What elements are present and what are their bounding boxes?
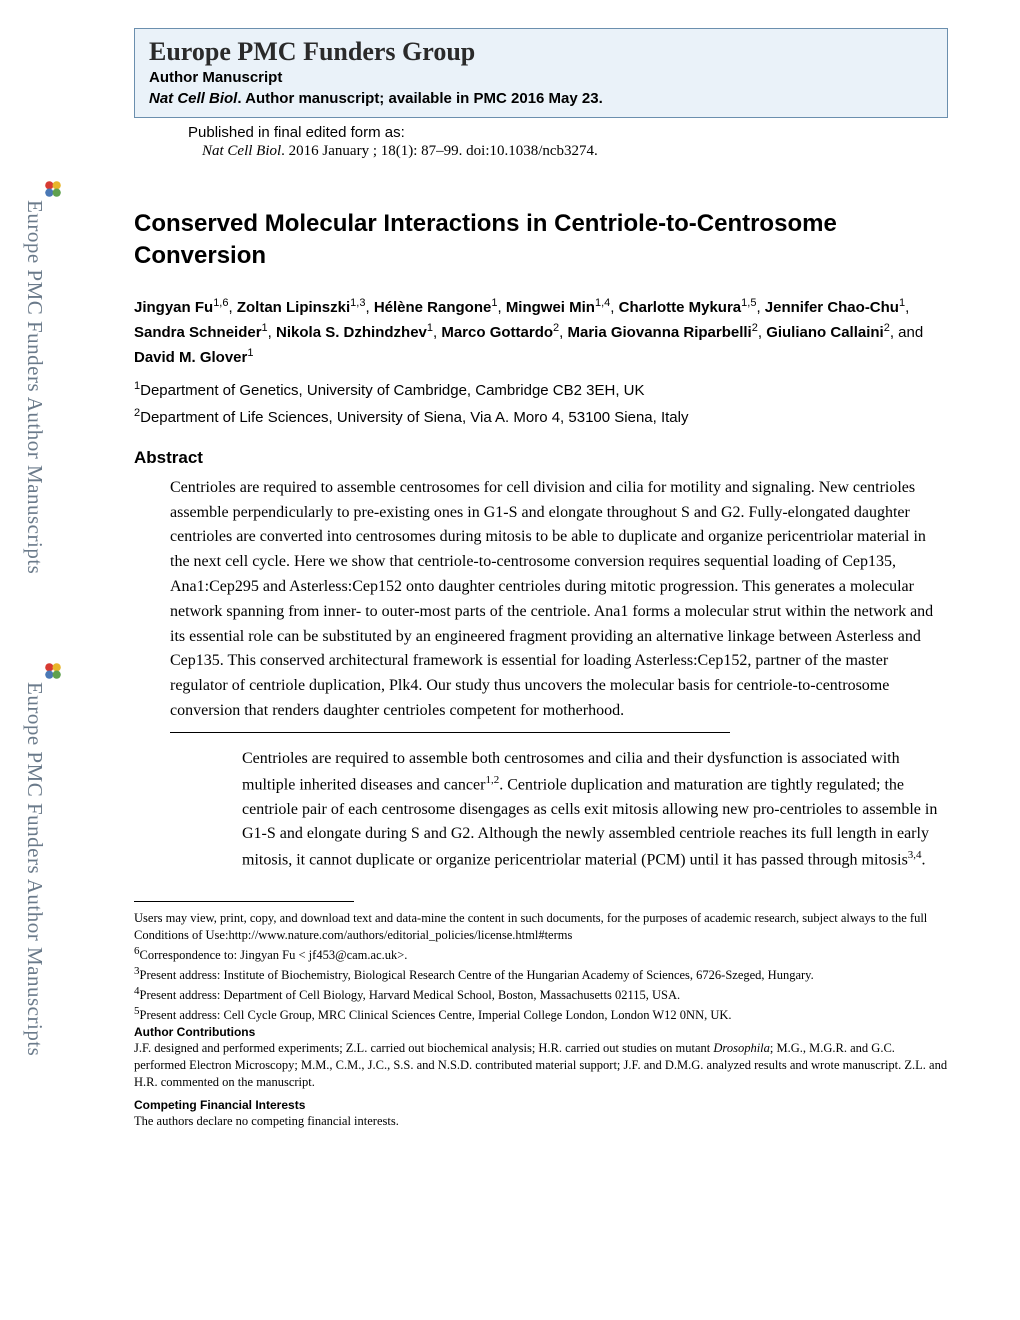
- pmc-logo-icon: [42, 178, 64, 200]
- funders-group: Europe PMC Funders Group: [149, 37, 933, 67]
- cite-rest: . 2016 January ; 18(1): 87–99. doi:10.10…: [281, 143, 598, 159]
- page: Europe PMC Funders Author Manuscripts Eu…: [0, 0, 1020, 1320]
- footnote-rule: [134, 901, 354, 902]
- published-line: Published in final edited form as:: [188, 124, 948, 141]
- competing-interests: The authors declare no competing financi…: [134, 1113, 948, 1130]
- main-content: Conserved Molecular Interactions in Cent…: [134, 208, 948, 873]
- cite-journal: Nat Cell Biol: [202, 143, 281, 159]
- watermark-text: Europe PMC Funders Author Manuscripts: [22, 200, 47, 574]
- watermark-column: Europe PMC Funders Author Manuscripts Eu…: [22, 0, 58, 1320]
- abstract-body: Centrioles are required to assemble cent…: [170, 476, 948, 724]
- present-address-3: 3Present address: Institute of Biochemis…: [134, 964, 948, 984]
- article-title: Conserved Molecular Interactions in Cent…: [134, 208, 948, 273]
- correspondence: 6Correspondence to: Jingyan Fu < jf453@c…: [134, 944, 948, 964]
- competing-interests-heading: Competing Financial Interests: [134, 1097, 948, 1113]
- journal-name: Nat Cell Biol: [149, 90, 237, 107]
- abstract-heading: Abstract: [134, 448, 948, 468]
- author-contributions-heading: Author Contributions: [134, 1024, 948, 1040]
- journal-rest: . Author manuscript; available in PMC 20…: [237, 90, 602, 107]
- authors-list: Jingyan Fu1,6, Zoltan Lipinszki1,3, Hélè…: [134, 295, 948, 370]
- journal-line: Nat Cell Biol. Author manuscript; availa…: [149, 90, 933, 107]
- watermark-text: Europe PMC Funders Author Manuscripts: [22, 682, 47, 1056]
- intro-ref: 3,4: [908, 849, 922, 861]
- header-box: Europe PMC Funders Group Author Manuscri…: [134, 28, 948, 118]
- intro-text: .: [922, 852, 926, 869]
- users-notice: Users may view, print, copy, and downloa…: [134, 910, 948, 944]
- present-address-5: 5Present address: Cell Cycle Group, MRC …: [134, 1004, 948, 1024]
- intro-ref: 1,2: [485, 774, 499, 786]
- footnotes: Users may view, print, copy, and downloa…: [134, 910, 948, 1130]
- affiliation: 1Department of Genetics, University of C…: [134, 380, 948, 399]
- author-contributions: J.F. designed and performed experiments;…: [134, 1040, 948, 1091]
- author-manuscript-label: Author Manuscript: [149, 69, 933, 86]
- affiliations: 1Department of Genetics, University of C…: [134, 380, 948, 426]
- pmc-logo-icon: [42, 660, 64, 682]
- section-divider: [170, 732, 730, 733]
- citation-line: Nat Cell Biol. 2016 January ; 18(1): 87–…: [202, 143, 948, 160]
- affiliation: 2Department of Life Sciences, University…: [134, 407, 948, 426]
- present-address-4: 4Present address: Department of Cell Bio…: [134, 984, 948, 1004]
- intro-paragraph: Centrioles are required to assemble both…: [242, 747, 948, 874]
